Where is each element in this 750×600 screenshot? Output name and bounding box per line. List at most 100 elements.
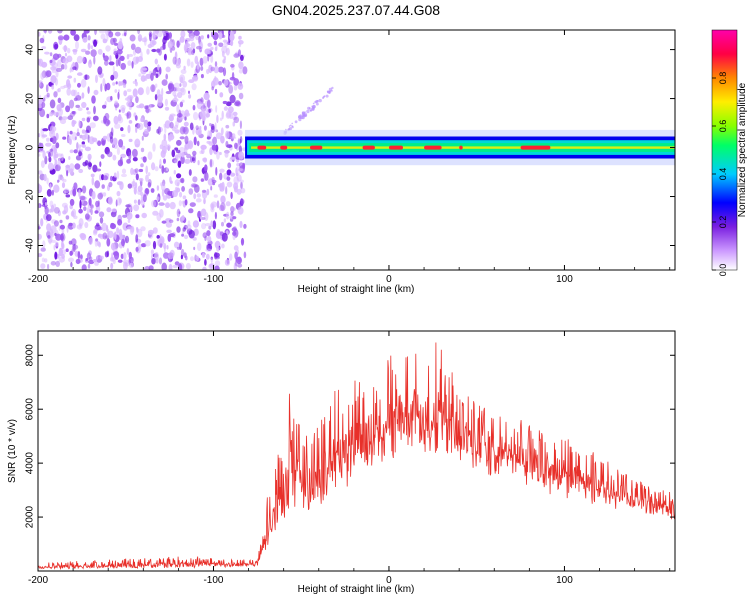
noise-speckle	[102, 78, 106, 87]
noise-speckle	[46, 189, 52, 197]
noise-speckle	[171, 149, 176, 158]
noise-speckle	[155, 258, 159, 264]
noise-speckle	[140, 67, 148, 71]
noise-speckle	[57, 97, 62, 104]
noise-speckle	[123, 90, 128, 97]
noise-speckle	[68, 240, 73, 245]
noise-speckle	[121, 107, 126, 114]
y-tick-label: 20	[25, 93, 36, 105]
noise-speckle	[86, 117, 91, 123]
noise-speckle	[175, 149, 181, 154]
noise-speckle	[204, 223, 211, 227]
noise-speckle	[176, 87, 182, 92]
band-peak-segment	[520, 145, 551, 150]
noise-speckle	[205, 253, 210, 260]
noise-speckle	[237, 129, 243, 136]
noise-speckle	[176, 113, 183, 118]
noise-speckle	[205, 113, 210, 118]
noise-speckle	[200, 35, 204, 40]
noise-speckle	[149, 32, 152, 42]
noise-speckle	[167, 252, 174, 260]
noise-speckle	[39, 94, 42, 101]
noise-speckle	[181, 215, 185, 221]
noise-speckle	[237, 256, 242, 263]
noise-speckle	[87, 153, 92, 161]
noise-speckle	[150, 84, 156, 93]
noise-speckle	[234, 100, 241, 106]
noise-speckle	[239, 120, 242, 129]
noise-speckle	[118, 228, 123, 237]
noise-speckle	[176, 208, 181, 218]
noise-speckle	[38, 153, 41, 157]
noise-speckle	[124, 235, 130, 244]
noise-speckle	[97, 192, 103, 200]
noise-speckle	[180, 69, 187, 75]
noise-speckle	[185, 262, 191, 270]
noise-speckle	[201, 148, 205, 155]
noise-speckle	[147, 43, 153, 49]
noise-speckle	[129, 34, 136, 42]
noise-speckle	[82, 56, 85, 63]
noise-speckle	[210, 66, 215, 72]
noise-speckle	[92, 259, 97, 263]
band-peak-segment	[389, 145, 403, 150]
noise-speckle	[211, 144, 217, 151]
noise-speckle	[156, 48, 161, 53]
noise-speckle	[221, 110, 224, 120]
noise-speckle	[83, 30, 90, 34]
noise-speckle	[88, 259, 95, 265]
noise-speckle	[100, 83, 103, 92]
noise-speckle	[199, 216, 203, 220]
noise-speckle	[147, 151, 153, 160]
noise-speckle	[216, 245, 220, 252]
noise-speckle	[232, 111, 238, 117]
noise-speckle	[97, 233, 102, 238]
noise-speckle	[230, 156, 237, 160]
tail-speckle	[301, 114, 304, 117]
noise-speckle	[89, 122, 96, 129]
noise-speckle	[128, 53, 134, 57]
y-tick-label: -40	[25, 238, 36, 253]
noise-speckle	[223, 218, 227, 223]
noise-speckle	[91, 137, 98, 143]
noise-speckle	[52, 111, 60, 116]
noise-speckle	[117, 91, 120, 100]
noise-speckle	[202, 56, 208, 64]
noise-speckle	[210, 185, 213, 191]
noise-speckle	[211, 179, 217, 184]
noise-speckle	[178, 211, 181, 215]
noise-speckle	[67, 83, 72, 89]
x-tick-label: 0	[386, 274, 392, 285]
y-tick-label: 40	[25, 44, 36, 56]
noise-speckle	[225, 124, 230, 129]
noise-speckle	[178, 263, 183, 270]
noise-speckle	[55, 67, 63, 72]
noise-speckle	[137, 185, 143, 193]
noise-speckle	[104, 251, 109, 258]
noise-speckle	[228, 84, 234, 94]
noise-speckle	[72, 188, 77, 197]
noise-speckle	[94, 261, 99, 266]
noise-speckle	[225, 101, 232, 107]
noise-speckle	[229, 94, 236, 104]
noise-speckle	[88, 162, 92, 168]
noise-speckle	[209, 123, 212, 127]
noise-speckle	[100, 33, 106, 40]
noise-speckle	[49, 112, 54, 117]
noise-speckle	[155, 83, 158, 88]
tail-speckle	[314, 100, 317, 104]
noise-speckle	[159, 66, 162, 75]
noise-speckle	[160, 45, 166, 51]
noise-speckle	[150, 188, 155, 193]
noise-speckle	[145, 165, 148, 175]
noise-speckle	[122, 83, 127, 88]
noise-speckle	[44, 206, 49, 215]
noise-speckle	[233, 262, 238, 270]
noise-speckle	[48, 151, 51, 158]
noise-speckle	[82, 144, 86, 148]
noise-speckle	[96, 222, 100, 227]
noise-speckle	[47, 264, 50, 270]
noise-speckle	[122, 214, 128, 218]
x-tick-label: -200	[28, 575, 48, 586]
